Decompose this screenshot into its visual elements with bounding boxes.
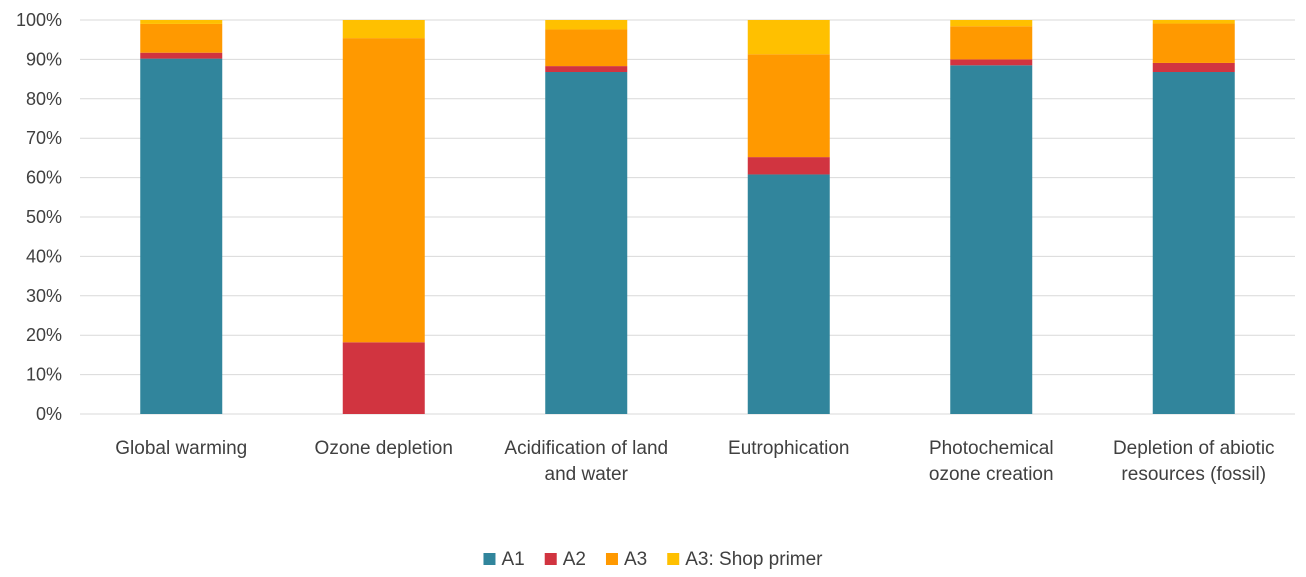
- bar-stack: [1152, 20, 1235, 415]
- bar-segment-a3-shop-primer: [545, 20, 628, 30]
- x-category-label: Depletion of abiotic resources (fossil): [1113, 438, 1275, 485]
- y-tick-label: 100%: [16, 10, 62, 30]
- bar-segment-a3: [1152, 23, 1235, 63]
- y-axis: 0% 10% 20% 30% 40% 50% 60% 70% 80% 90% 100%: [16, 10, 62, 424]
- bar-stack: [950, 20, 1033, 414]
- x-category-label: Ozone depletion: [315, 438, 453, 459]
- bar-segment-a3: [545, 29, 628, 67]
- bar-segment-a1: [747, 174, 830, 414]
- legend-label: A2: [563, 549, 586, 570]
- y-tick-label: 90%: [26, 49, 62, 69]
- bar-segment-a1: [950, 65, 1033, 414]
- bar-segment-a3-shop-primer: [950, 20, 1033, 27]
- legend-item: A1: [483, 549, 525, 570]
- bar-segment-a2: [747, 157, 830, 175]
- bar-segment-a2: [545, 66, 628, 73]
- legend: A1 A2 A3 A3: Shop primer: [483, 549, 823, 570]
- bar-stack: [545, 20, 628, 415]
- legend-swatch: [667, 553, 680, 565]
- bar-segment-a3: [140, 23, 223, 53]
- legend-label: A3: [624, 549, 647, 570]
- legend-swatch: [544, 553, 557, 565]
- legend-swatch: [605, 553, 618, 565]
- y-tick-label: 80%: [26, 89, 62, 109]
- legend-label: A1: [501, 549, 524, 570]
- bar-segment-a3: [747, 54, 830, 158]
- bars: [140, 20, 1235, 415]
- legend-item: A3: [605, 549, 647, 570]
- bar-stack: [747, 20, 830, 414]
- bar-segment-a3-shop-primer: [747, 20, 830, 55]
- bar-segment-a3: [342, 38, 425, 343]
- y-tick-label: 40%: [26, 246, 62, 266]
- y-tick-label: 50%: [26, 207, 62, 227]
- legend-label: A3: Shop primer: [685, 549, 823, 570]
- bar-stack: [140, 20, 223, 414]
- x-category-label: Eutrophication: [728, 438, 849, 459]
- legend-item: A3: Shop primer: [667, 549, 823, 570]
- y-tick-label: 60%: [26, 168, 62, 188]
- bar-segment-a1: [1152, 72, 1235, 415]
- bar-segment-a3-shop-primer: [140, 20, 223, 24]
- x-axis: Global warming Ozone depletion Acidificati…: [115, 438, 1274, 485]
- bar-segment-a2: [342, 342, 425, 414]
- bar-segment-a3-shop-primer: [1152, 20, 1235, 24]
- bar-segment-a2: [950, 59, 1033, 66]
- bar-stack: [342, 20, 425, 414]
- y-tick-label: 0%: [36, 404, 62, 424]
- x-category-label: Global warming: [115, 438, 247, 459]
- bar-segment-a3-shop-primer: [342, 20, 425, 39]
- legend-item: A2: [544, 549, 586, 570]
- bar-segment-a1: [140, 58, 223, 414]
- bar-segment-a1: [545, 72, 628, 415]
- legend-swatch: [483, 553, 496, 565]
- x-category-label: Acidification of land and water: [504, 438, 668, 485]
- y-tick-label: 10%: [26, 365, 62, 385]
- x-category-label: Photochemical ozone creation: [929, 438, 1054, 485]
- y-tick-label: 20%: [26, 325, 62, 345]
- bar-segment-a2: [1152, 62, 1235, 73]
- gridlines: [80, 19, 1295, 415]
- bar-segment-a3: [950, 26, 1033, 60]
- bar-segment-a2: [140, 52, 223, 59]
- y-tick-label: 30%: [26, 286, 62, 306]
- y-tick-label: 70%: [26, 128, 62, 148]
